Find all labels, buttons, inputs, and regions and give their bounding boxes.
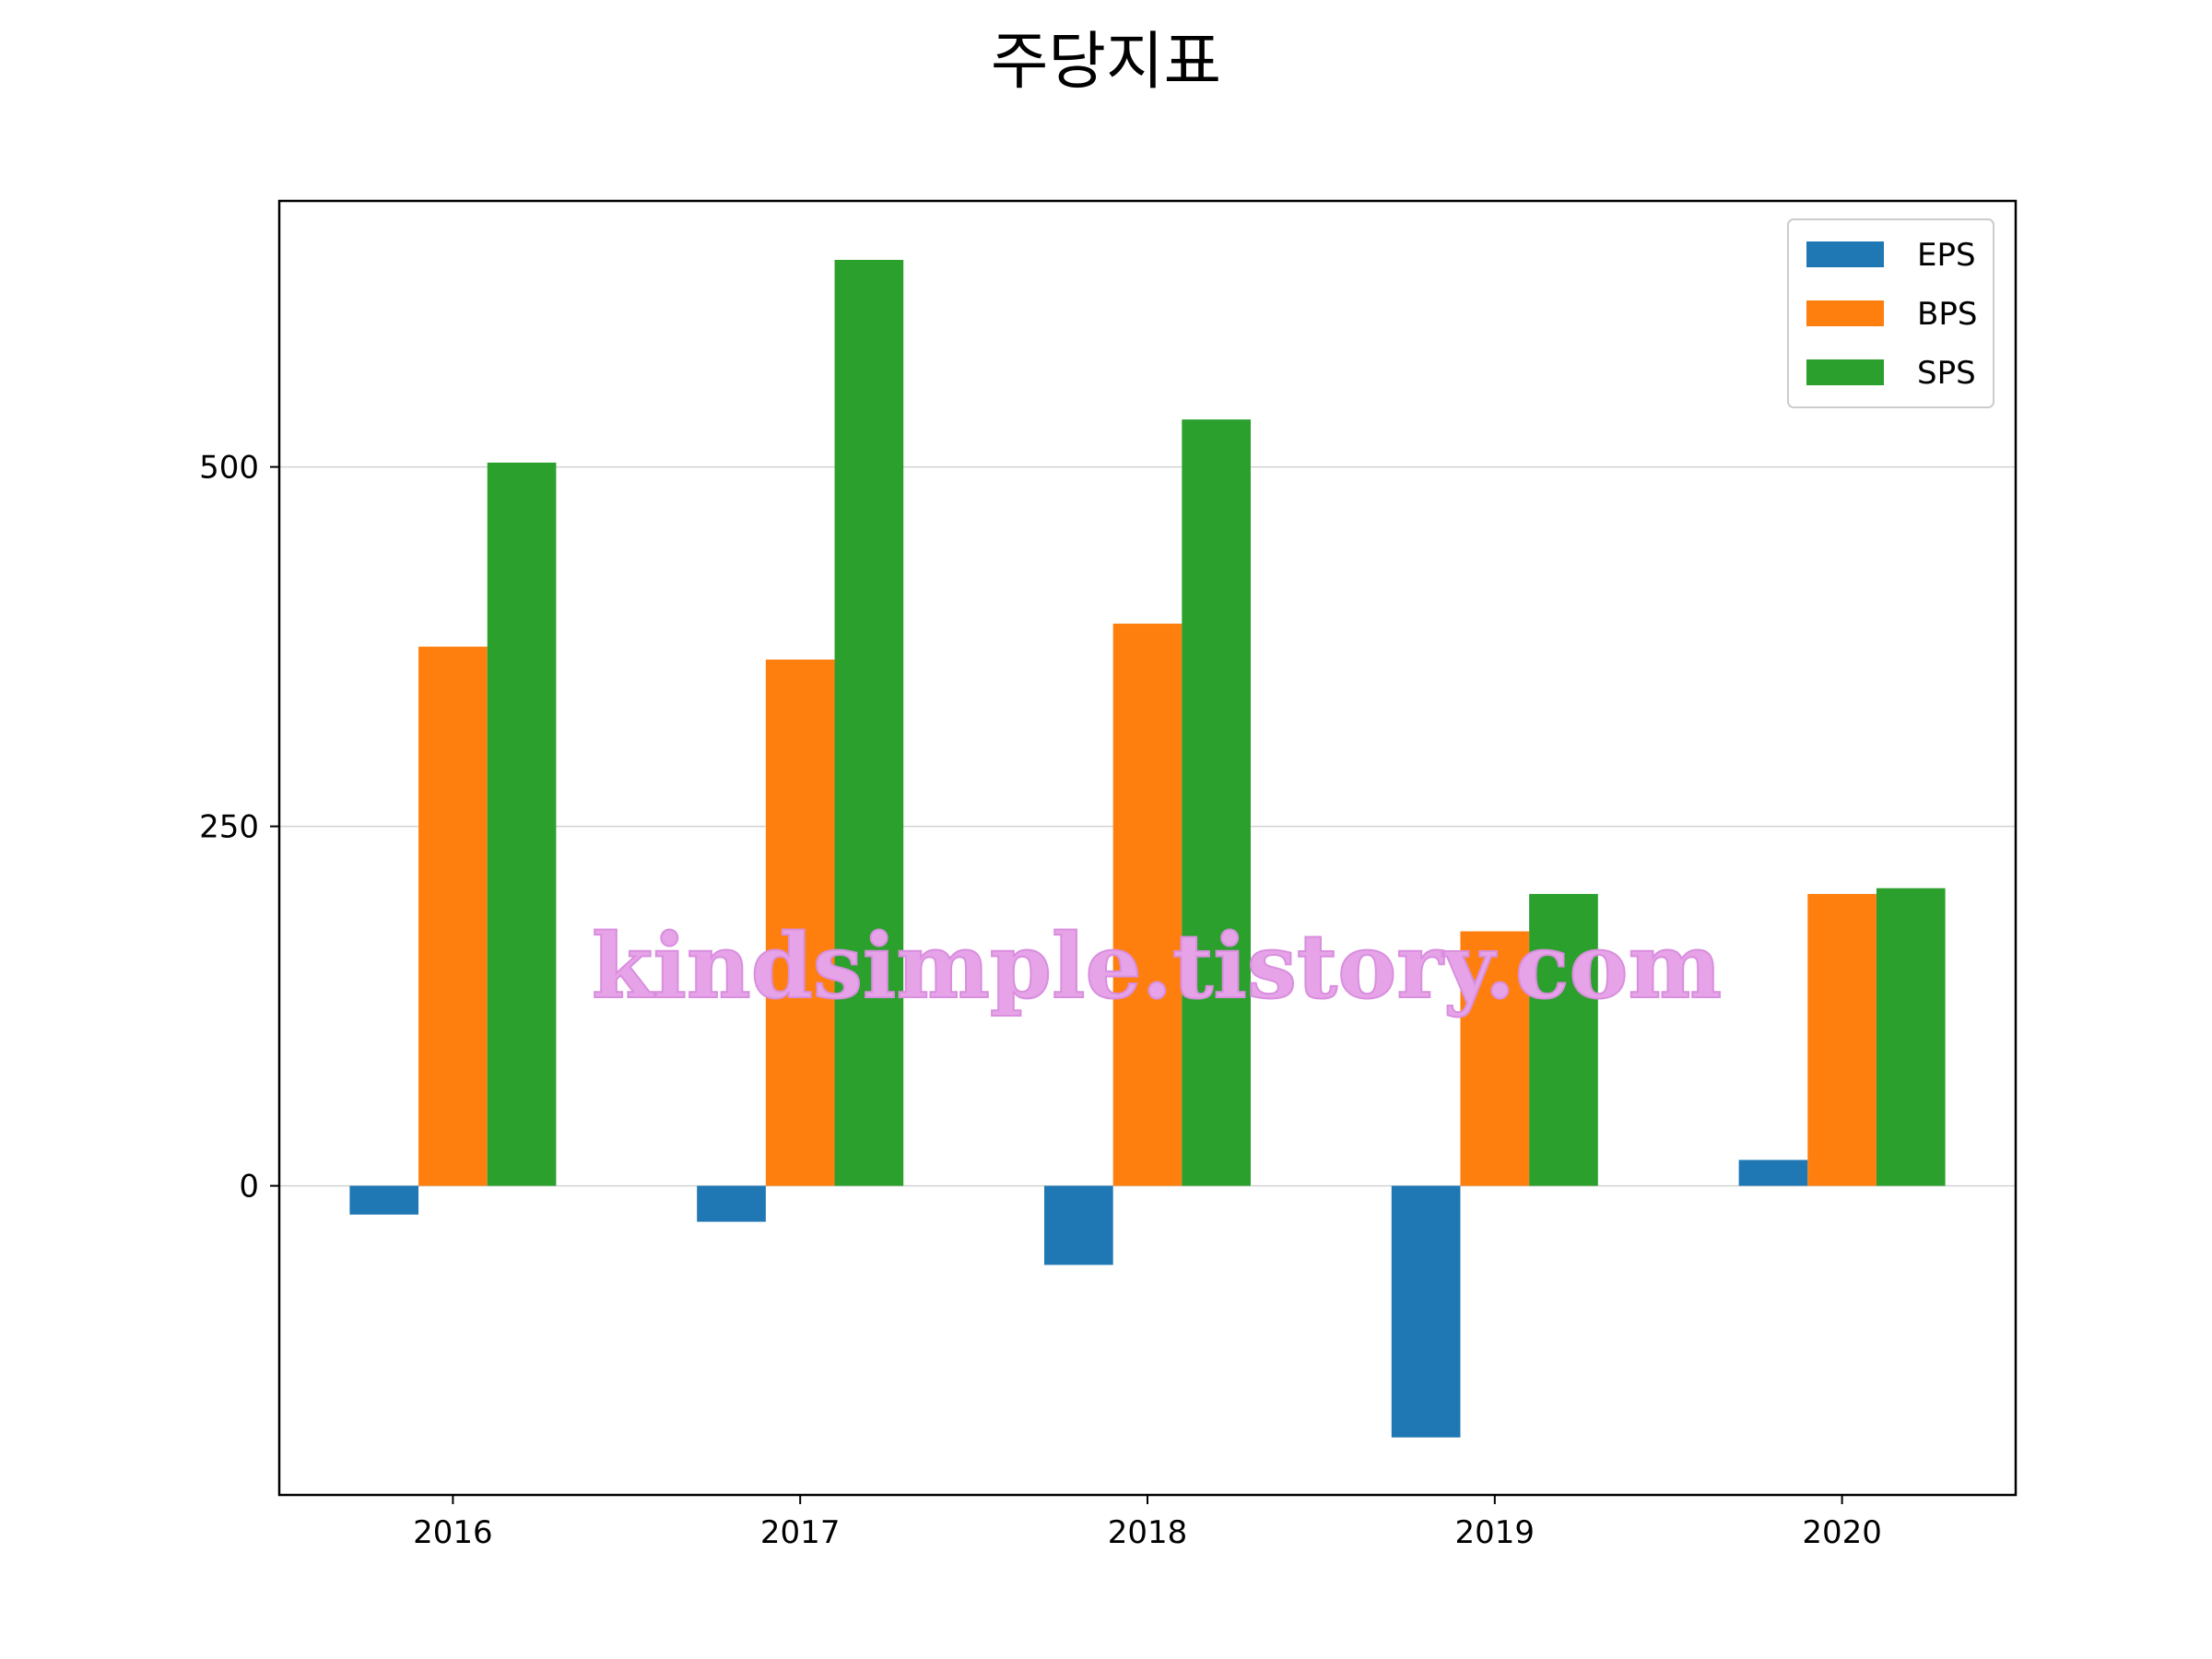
legend-swatch-eps (1806, 241, 1884, 267)
bar-eps-2018 (1044, 1185, 1113, 1265)
bar-bps-2018 (1112, 623, 1182, 1186)
legend: EPS BPS SPS (1787, 218, 1994, 408)
legend-swatch-sps (1806, 359, 1884, 385)
y-tick-label-500: 500 (199, 450, 259, 487)
x-tick-label-2016: 2016 (413, 1514, 493, 1551)
bar-bps-2017 (765, 659, 835, 1186)
bar-sps-2020 (1876, 888, 1946, 1186)
bar-sps-2016 (487, 462, 557, 1186)
bar-sps-2017 (834, 259, 904, 1186)
bar-eps-2017 (697, 1185, 766, 1222)
x-tick-label-2017: 2017 (760, 1514, 841, 1551)
bar-bps-2016 (418, 646, 488, 1186)
x-tick-label-2019: 2019 (1455, 1514, 1535, 1551)
legend-swatch-bps (1806, 300, 1884, 326)
legend-label-eps: EPS (1917, 237, 1976, 274)
bar-sps-2019 (1529, 893, 1598, 1186)
bar-bps-2020 (1807, 893, 1877, 1186)
watermark-text: kindsimple.tistory.com (592, 914, 1722, 1018)
tick-group: 0 250 500 2016 2017 2018 2019 2020 (199, 450, 1882, 1551)
y-tick-label-250: 250 (199, 809, 259, 846)
bar-group (349, 259, 1946, 1438)
bar-eps-2020 (1738, 1159, 1808, 1186)
legend-label-bps: BPS (1917, 296, 1977, 333)
bar-bps-2019 (1460, 931, 1530, 1186)
y-tick-label-0: 0 (239, 1169, 259, 1206)
chart-title: 주당지표 (991, 26, 1221, 99)
bar-sps-2018 (1182, 419, 1251, 1186)
x-tick-label-2018: 2018 (1108, 1514, 1188, 1551)
legend-label-sps: SPS (1917, 355, 1976, 392)
bar-eps-2019 (1391, 1185, 1461, 1438)
bar-eps-2016 (349, 1185, 419, 1215)
x-tick-label-2020: 2020 (1802, 1514, 1882, 1551)
